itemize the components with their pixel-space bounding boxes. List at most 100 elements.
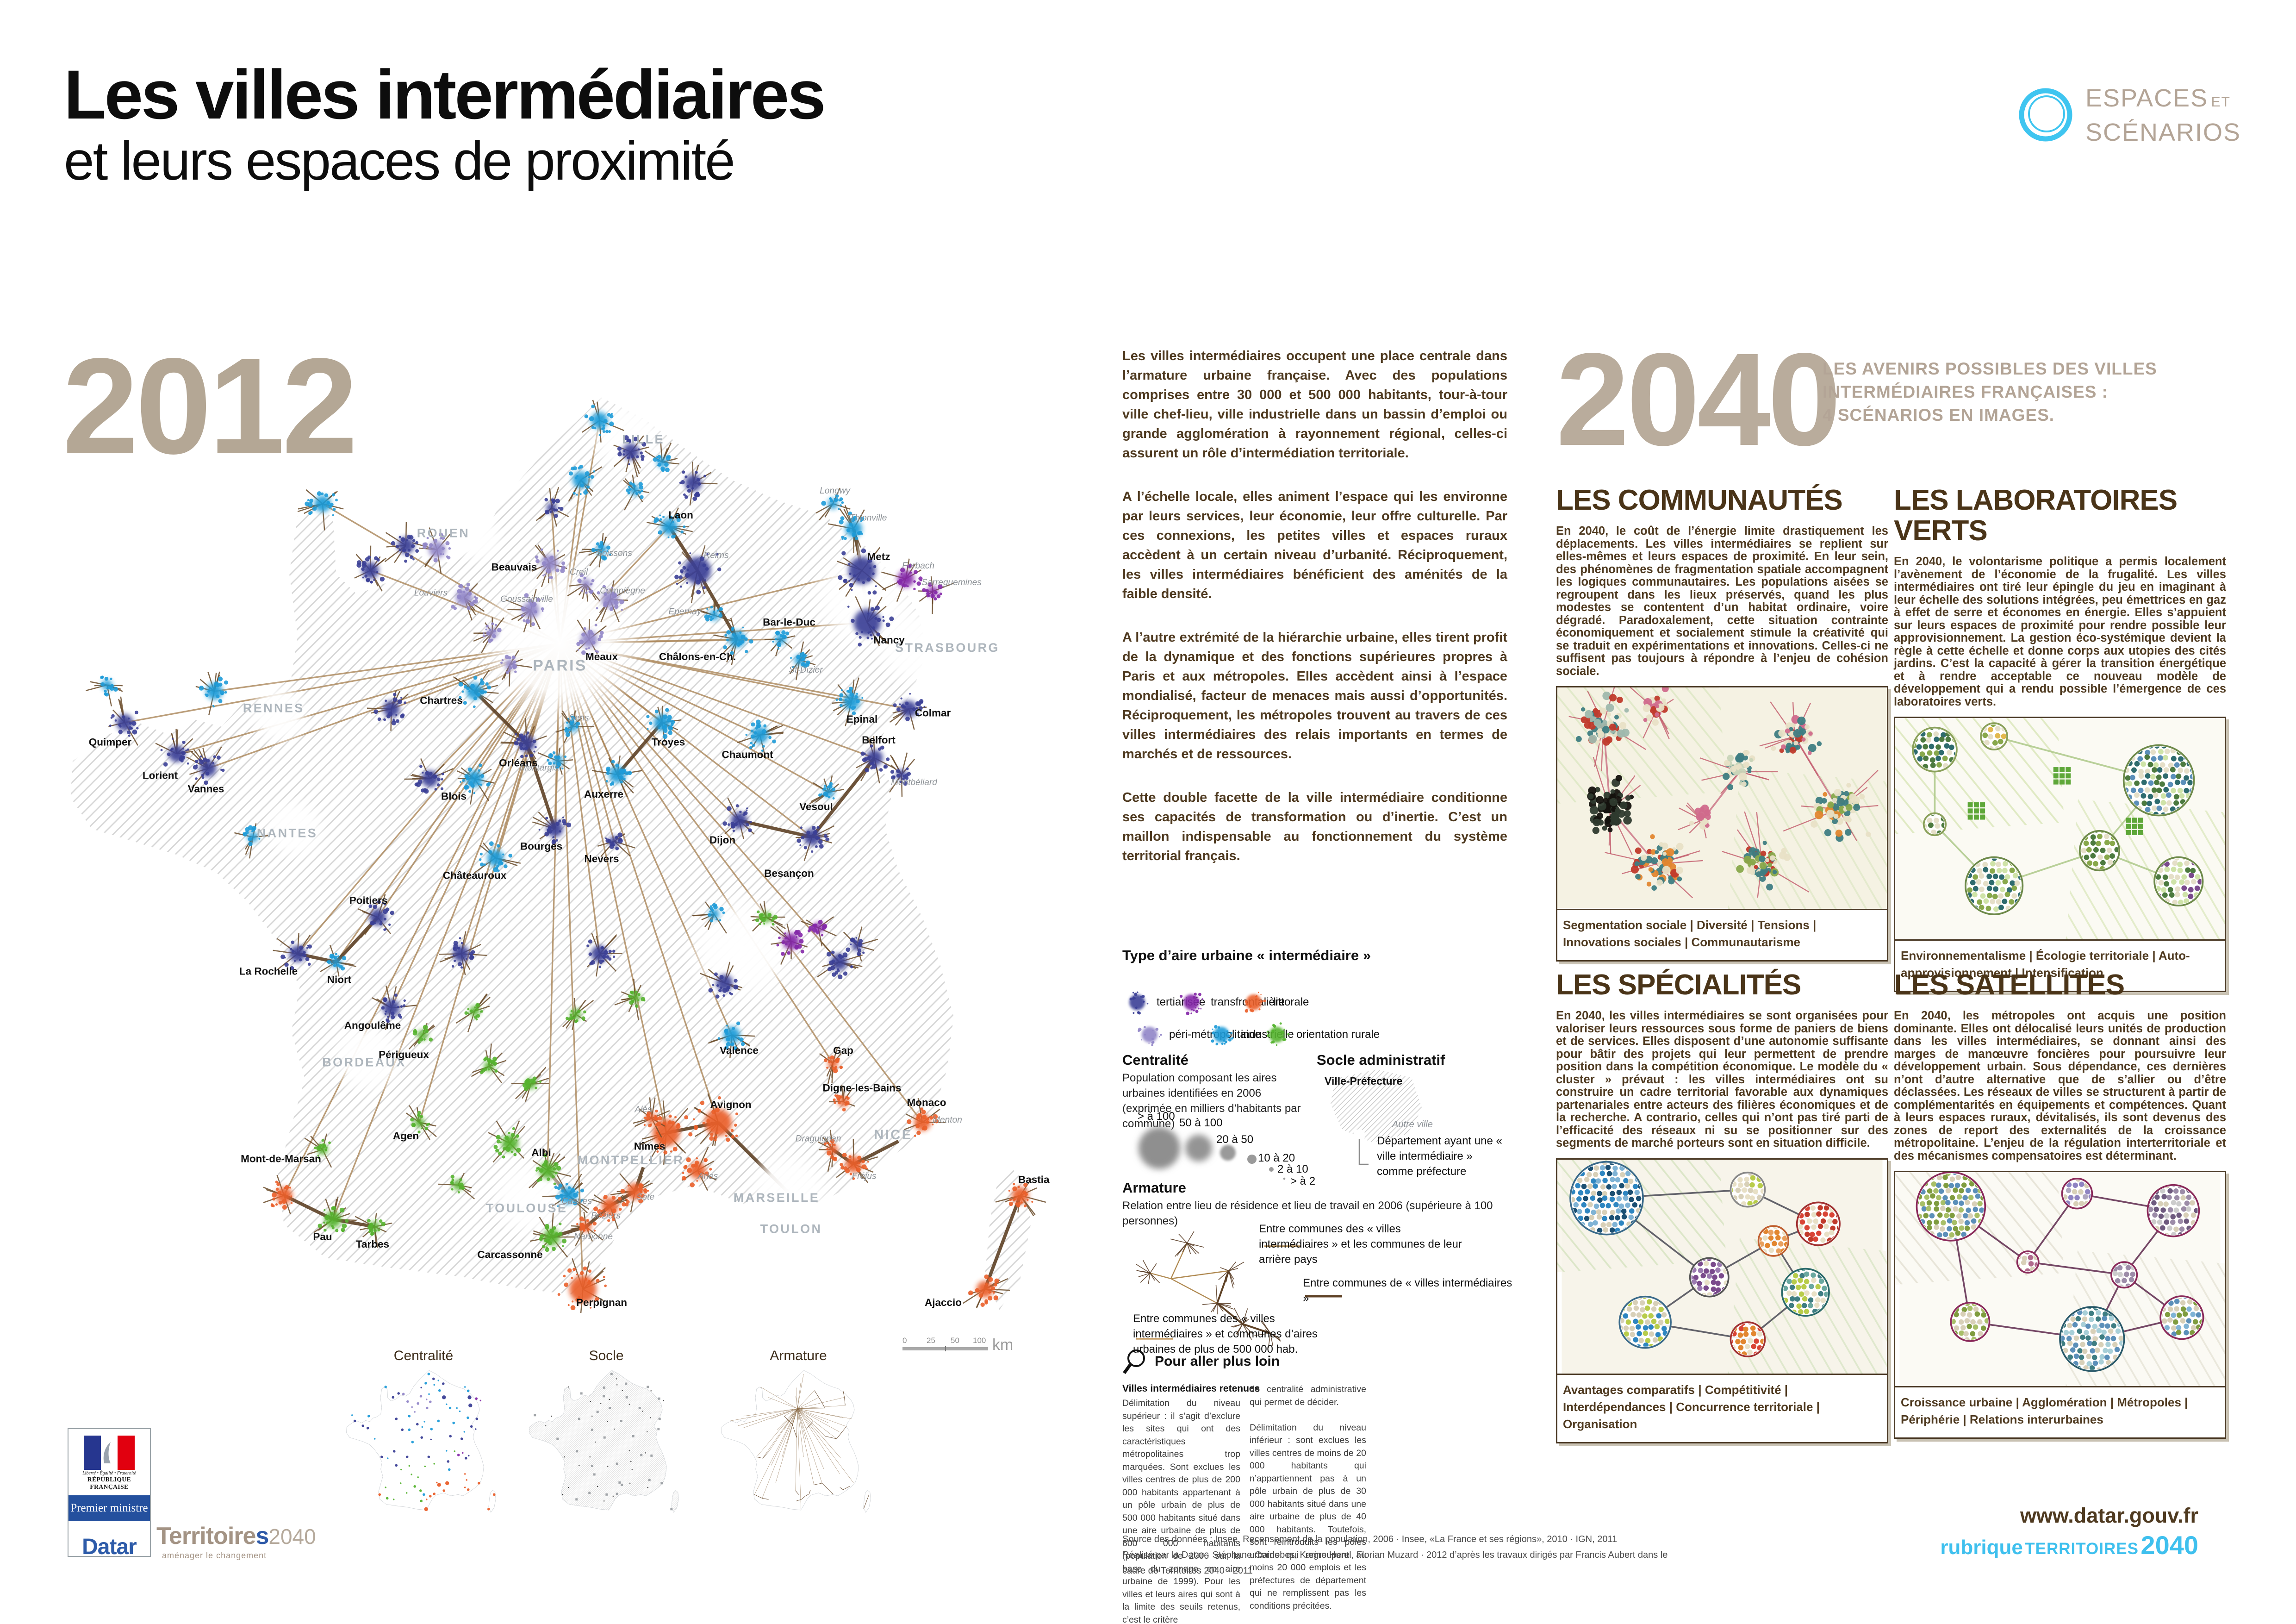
city-cluster [319,945,357,977]
scale-unit: km [992,1336,1014,1354]
mini-square [556,1437,559,1440]
mini-armature-line [797,1408,814,1421]
mini-dot [447,1460,450,1463]
year-2040: 2040 [1556,326,1841,473]
mini-square [591,1464,593,1467]
mini-dot [467,1488,470,1491]
territoires-year: 2040 [268,1524,316,1549]
datar-url[interactable]: www.datar.gouv.fr [2020,1504,2198,1527]
scenario-title: LES SPÉCIALITÉS [1556,969,1801,1001]
mini-dot [442,1382,445,1385]
city-cluster [234,823,268,859]
mini-dot [424,1507,428,1512]
mini-dot [467,1389,470,1393]
mini-armature-line [797,1408,843,1418]
art-cell [1722,811,1810,898]
city-cluster [500,718,547,766]
mini-armature-line [797,1397,819,1409]
mini-armature-line [797,1408,841,1459]
city-label: Avignon [710,1099,751,1110]
scenario-title: LES LABORATOIRES VERTS [1894,484,2178,547]
mini-square [670,1508,673,1511]
mini-square-small [607,1421,608,1422]
scale-tick: 50 [951,1336,959,1345]
metro-white-glow [471,555,649,732]
city-cluster [644,442,679,472]
city-cluster [815,487,851,521]
scenario-artbox: Segmentation sociale | Diversité | Tensi… [1556,686,1888,962]
mini-dot [465,1457,467,1460]
mini-dot [416,1423,419,1426]
fineprint-title: Villes intermédiaires retenues [1122,1383,1260,1394]
legend-centralite-intro: Population composant les aires urbaines … [1122,1072,1301,1130]
mini-armature-link [863,1494,870,1509]
city-cluster [195,671,228,715]
scale-bar-tick [945,1346,946,1351]
city-cluster [800,916,837,947]
city-label: Belfort [862,734,896,746]
mini-dot [429,1495,432,1498]
scale-tick: 100 [973,1336,986,1345]
mini-dot [424,1465,426,1468]
mini-square [632,1435,635,1437]
scenario-text: En 2040, les métropoles ont acquis une p… [1894,1009,2226,1162]
mini-square-small [591,1415,593,1417]
city-cluster [829,1085,856,1112]
mini-dot [468,1403,473,1408]
city-cluster [367,690,409,731]
mini-dot [429,1400,432,1403]
mini-dot [430,1428,433,1430]
centralite-size-label: 10 à 20 [1258,1152,1295,1164]
scenario-text: En 2040, les villes intermédiaires se so… [1556,1009,1888,1149]
scenario-laboratoires-verts: LES LABORATOIRES VERTS En 2040, le volon… [1894,485,2226,992]
mini-square [534,1414,536,1417]
mini-square-small [612,1495,614,1497]
city-cluster [404,758,454,794]
mini-armature-line [743,1408,798,1417]
city-label: Quimper [89,736,132,748]
city-cluster [568,464,603,502]
mini-dot [385,1487,386,1488]
art-cell [1730,1321,1766,1357]
city-label: Digne-les-Bains [822,1082,901,1093]
city-cluster [633,1097,670,1138]
mini-dot [378,1493,381,1496]
mini-dot [479,1399,482,1402]
mini-dot [419,1395,423,1398]
cluster-blob-icon [1266,1022,1290,1046]
mini-dot [353,1419,356,1423]
city-label: Chaumont [722,749,773,760]
mini-square [640,1454,643,1456]
mini-square [660,1482,663,1485]
intro-paragraph-3: A l’autre extrémité de la hiérarchie urb… [1122,630,1507,762]
scenario-illustration [1895,1172,2225,1386]
premier-ministre-band: Premier ministre [68,1495,150,1521]
city-label: Metz [867,551,890,562]
mini-armature-line [797,1408,822,1483]
mini-map-label-armature: Armature [770,1348,827,1363]
mini-dot [456,1407,458,1409]
metro-white-glow [448,508,506,567]
fineprint-col2-lead: de centralité administrative qui permet … [1250,1384,1366,1407]
place-label: Montbéliard [891,778,938,787]
mini-dot [437,1380,440,1381]
place-label: Epernay [668,607,702,617]
france-map: PARIS LILLE ROUEN STRASBOURG RENNES NANTES BOR… [70,396,1050,1313]
art-link [2028,1261,2124,1276]
mini-armature-link [801,1496,806,1500]
mini-dot [420,1387,422,1389]
mini-dot [437,1419,440,1423]
city-label: La Rochelle [239,965,298,977]
mini-square [576,1450,579,1453]
art-panel-grid [2053,767,2071,785]
intro-paragraph-1: Les villes intermédiaires occupent une p… [1122,349,1507,461]
mini-armature-link [784,1416,793,1424]
mini-square [625,1396,628,1399]
place-label: Creil [570,567,588,577]
mini-armature-line [797,1408,826,1437]
mini-dot [420,1436,423,1439]
city-label: Nancy [873,634,905,646]
armature-dark-link [810,757,876,838]
mini-armature-line [775,1408,798,1483]
